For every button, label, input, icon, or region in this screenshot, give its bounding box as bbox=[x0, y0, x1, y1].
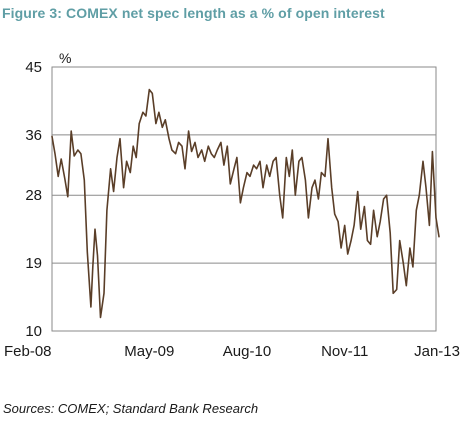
y-tick-label: 28 bbox=[25, 187, 42, 204]
series-line bbox=[51, 88, 440, 319]
source-note: Sources: COMEX; Standard Bank Research bbox=[3, 401, 259, 416]
y-tick-label: 10 bbox=[25, 323, 42, 340]
y-tick-label: 36 bbox=[25, 127, 42, 144]
plot-frame bbox=[51, 66, 437, 332]
x-tick-label: May-09 bbox=[124, 343, 174, 360]
x-axis: Feb-08 May-09 Aug-10 Nov-11 Jan-13 bbox=[4, 343, 460, 360]
gridlines bbox=[52, 134, 436, 264]
y-tick-label: 19 bbox=[25, 255, 42, 272]
x-tick-label: Jan-13 bbox=[414, 343, 460, 360]
x-tick-label: Nov-11 bbox=[321, 343, 368, 360]
y-tick-label: 45 bbox=[25, 59, 42, 76]
x-tick-label: Aug-10 bbox=[223, 343, 271, 360]
x-tick-label: Feb-08 bbox=[4, 343, 52, 360]
y-axis: 10 19 28 36 45 bbox=[25, 59, 42, 340]
figure-title: Figure 3: COMEX net spec length as a % o… bbox=[2, 5, 385, 21]
y-unit-label: % bbox=[59, 50, 71, 66]
